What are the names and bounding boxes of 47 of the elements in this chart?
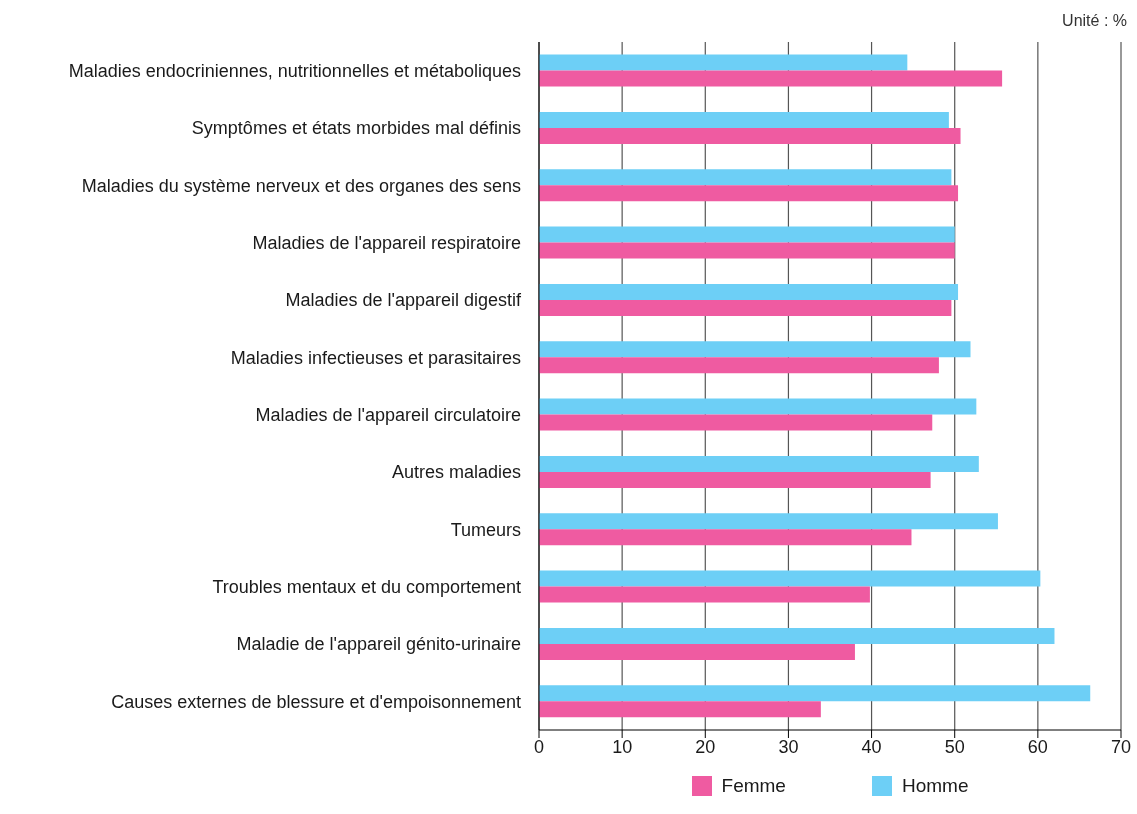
y-tick-label: Maladies infectieuses et parasitaires <box>230 347 521 368</box>
bar <box>539 111 949 128</box>
bar <box>539 414 933 431</box>
y-tick-label: Autres maladies <box>391 462 521 483</box>
bar <box>539 529 912 546</box>
bar <box>539 226 955 243</box>
bar <box>539 643 855 660</box>
bar <box>539 701 821 718</box>
bar <box>539 627 1055 644</box>
bar <box>539 455 979 472</box>
x-tick-label: 40 <box>861 736 882 757</box>
bar <box>539 127 961 144</box>
legend-label: Femme <box>721 775 786 797</box>
y-tick-label: Maladies de l'appareil circulatoire <box>255 405 521 426</box>
x-tick-label: 20 <box>695 736 716 757</box>
bar <box>539 513 998 530</box>
y-tick-label: Tumeurs <box>450 519 521 540</box>
y-tick-label: Maladies de l'appareil respiratoire <box>252 233 521 254</box>
x-tick-label: 30 <box>778 736 799 757</box>
bar <box>539 586 870 603</box>
bar <box>539 471 931 488</box>
x-tick-label: 0 <box>533 736 545 757</box>
y-tick-label: Maladie de l'appareil génito-urinaire <box>236 634 521 655</box>
bar <box>539 398 977 415</box>
bar <box>539 70 1003 87</box>
bar <box>539 242 955 259</box>
x-tick-label: 50 <box>944 736 965 757</box>
bar <box>539 357 939 374</box>
x-tick-label: 10 <box>612 736 633 757</box>
x-tick-label: 70 <box>1110 736 1132 757</box>
bar <box>539 685 1091 702</box>
y-tick-label: Troubles mentaux et du comportement <box>212 577 521 598</box>
y-tick-label: Causes externes de blessure et d'empoisonnement <box>111 691 521 712</box>
x-tick-label: 60 <box>1027 736 1048 757</box>
bar <box>539 185 959 202</box>
y-tick-label: Maladies de l'appareil digestif <box>285 290 522 311</box>
bar <box>539 283 959 300</box>
bar <box>539 299 952 316</box>
legend-label: Homme <box>901 775 969 797</box>
bar <box>539 169 952 186</box>
text: Unité : % <box>1062 12 1127 30</box>
y-tick-label: Symptômes et états morbides mal définis <box>191 118 521 139</box>
bar <box>539 54 908 71</box>
y-tick-label: Maladies endocriniennes, nutritionnelles et métaboliques <box>68 61 521 82</box>
bar <box>539 570 1041 587</box>
bar <box>539 341 971 358</box>
y-tick-label: Maladies du système nerveux et des organes des sens <box>81 175 521 196</box>
